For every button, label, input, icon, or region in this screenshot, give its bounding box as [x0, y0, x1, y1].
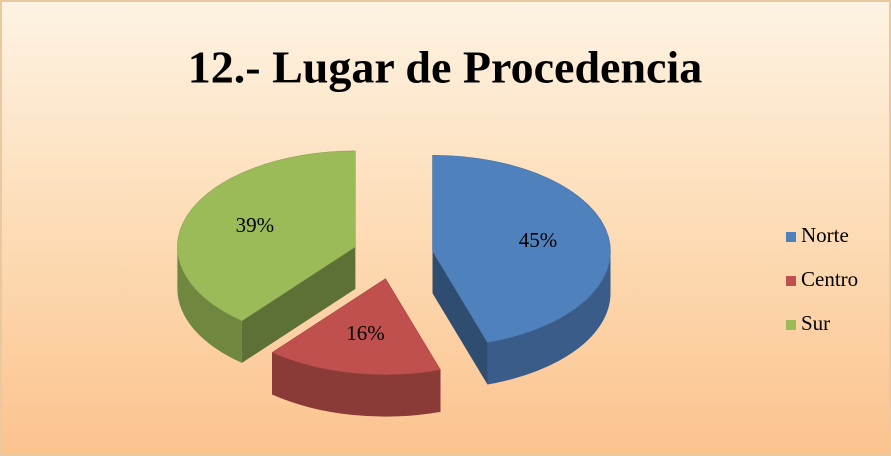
slice-side — [272, 352, 441, 417]
slice-side — [177, 246, 242, 363]
slice — [271, 278, 441, 375]
data-label: 16% — [346, 321, 385, 345]
legend-label: Sur — [801, 311, 830, 335]
legend-swatch — [786, 320, 796, 330]
legend-swatch — [786, 232, 796, 242]
chart-title: 12.- Lugar de Procedencia — [188, 42, 702, 93]
data-label: 39% — [236, 213, 275, 237]
slice-side — [487, 251, 611, 385]
legend-swatch — [786, 276, 796, 286]
legend-label: Centro — [801, 267, 858, 291]
slice — [432, 154, 611, 343]
slice-side — [432, 251, 488, 385]
legend-label: Norte — [801, 223, 849, 247]
slice — [177, 150, 356, 322]
slice-side — [241, 246, 356, 363]
data-label: 45% — [519, 228, 558, 252]
